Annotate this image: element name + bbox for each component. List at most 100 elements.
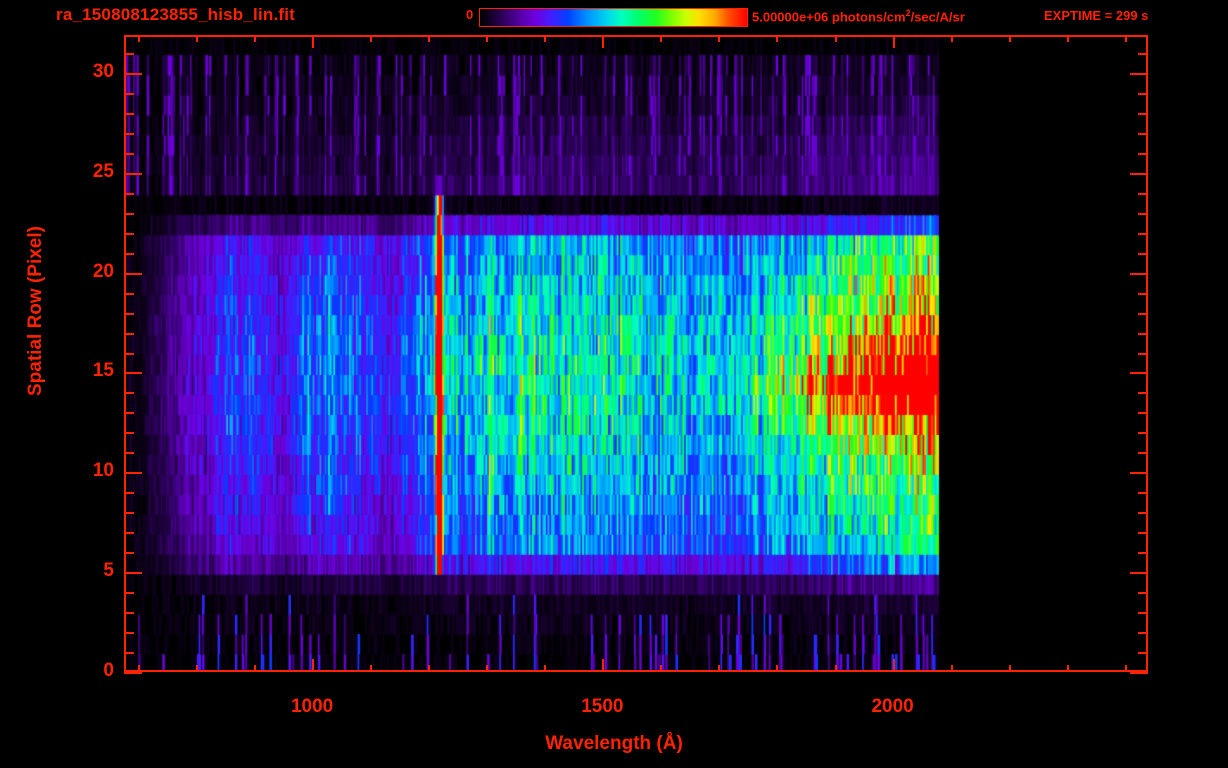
y-minor-tick bbox=[124, 112, 134, 115]
x-minor-tick bbox=[1008, 665, 1011, 672]
y-minor-tick-right bbox=[1138, 652, 1148, 655]
x-tick-label: 2000 bbox=[871, 696, 914, 717]
y-minor-tick-right bbox=[1138, 512, 1148, 515]
x-minor-tick-top bbox=[195, 35, 198, 42]
x-minor-tick-top bbox=[486, 35, 489, 42]
y-major-tick-right bbox=[1130, 172, 1148, 175]
x-minor-tick bbox=[1124, 665, 1127, 672]
y-minor-tick-right bbox=[1138, 92, 1148, 95]
y-minor-tick-right bbox=[1138, 412, 1148, 415]
y-minor-tick-right bbox=[1138, 352, 1148, 355]
x-minor-tick bbox=[1066, 665, 1069, 672]
y-minor-tick-right bbox=[1138, 612, 1148, 615]
y-major-tick bbox=[124, 272, 142, 275]
x-minor-tick bbox=[254, 665, 257, 672]
y-tick-label: 0 bbox=[103, 660, 114, 681]
y-minor-tick bbox=[124, 292, 134, 295]
y-tick-label: 20 bbox=[92, 260, 114, 282]
y-major-tick bbox=[124, 472, 142, 475]
x-minor-tick bbox=[544, 665, 547, 672]
y-minor-tick bbox=[124, 212, 134, 215]
x-minor-tick-top bbox=[254, 35, 257, 42]
y-minor-tick-right bbox=[1138, 52, 1148, 55]
x-minor-tick-top bbox=[660, 35, 663, 42]
x-minor-tick-top bbox=[1124, 35, 1127, 42]
y-tick-label: 25 bbox=[92, 160, 114, 182]
x-minor-tick bbox=[718, 665, 721, 672]
plot-frame bbox=[124, 35, 1148, 672]
y-minor-tick bbox=[124, 52, 134, 55]
x-minor-tick-top bbox=[544, 35, 547, 42]
x-major-tick bbox=[892, 659, 895, 672]
y-minor-tick-right bbox=[1138, 392, 1148, 395]
x-tick-label: 1000 bbox=[290, 696, 334, 717]
x-minor-tick bbox=[776, 665, 779, 672]
y-minor-tick-right bbox=[1138, 252, 1148, 255]
y-minor-tick bbox=[124, 132, 134, 135]
colorbar-max-label: 5.00000e+06 photons/cm2/sec/A/sr bbox=[752, 8, 965, 24]
colorbar-min-label: 0 bbox=[466, 7, 474, 22]
colorbar-max-suffix: /sec/A/sr bbox=[910, 9, 965, 25]
y-minor-tick bbox=[124, 312, 134, 315]
x-minor-tick-top bbox=[718, 35, 721, 42]
x-minor-tick bbox=[950, 665, 953, 672]
y-major-tick-right bbox=[1130, 572, 1148, 575]
y-major-tick bbox=[124, 672, 142, 674]
y-minor-tick bbox=[124, 412, 134, 415]
y-minor-tick-right bbox=[1138, 592, 1148, 595]
y-minor-tick bbox=[124, 232, 134, 235]
x-major-tick-top bbox=[312, 35, 315, 48]
x-major-tick bbox=[602, 659, 605, 672]
x-major-tick-top bbox=[602, 35, 605, 48]
x-minor-tick bbox=[195, 665, 198, 672]
colorbar-max-exponent: 2 bbox=[905, 8, 911, 18]
y-minor-tick bbox=[124, 652, 134, 655]
y-major-tick bbox=[124, 172, 142, 175]
y-major-tick bbox=[124, 372, 142, 375]
y-minor-tick-right bbox=[1138, 332, 1148, 335]
y-axis-label: Spatial Row (Pixel) bbox=[25, 226, 46, 396]
page-title: ra_150808123855_hisb_lin.fit bbox=[56, 5, 296, 24]
x-minor-tick bbox=[660, 665, 663, 672]
exptime-label: EXPTIME = 299 s bbox=[1044, 8, 1149, 23]
y-major-tick bbox=[124, 72, 142, 75]
y-minor-tick-right bbox=[1138, 432, 1148, 435]
y-minor-tick bbox=[124, 352, 134, 355]
y-minor-tick-right bbox=[1138, 552, 1148, 555]
colorbar-max-prefix: 5.00000e+06 photons/cm bbox=[752, 9, 906, 25]
y-minor-tick-right bbox=[1138, 212, 1148, 215]
y-minor-tick-right bbox=[1138, 132, 1148, 135]
x-minor-tick bbox=[370, 665, 373, 672]
y-major-tick-right bbox=[1130, 72, 1148, 75]
x-axis-label: Wavelength (Å) bbox=[545, 733, 683, 754]
x-minor-tick-top bbox=[428, 35, 431, 42]
x-minor-tick-top bbox=[950, 35, 953, 42]
y-minor-tick bbox=[124, 532, 134, 535]
x-minor-tick-top bbox=[834, 35, 837, 42]
y-minor-tick-right bbox=[1138, 152, 1148, 155]
y-minor-tick-right bbox=[1138, 112, 1148, 115]
y-minor-tick bbox=[124, 392, 134, 395]
y-minor-tick bbox=[124, 552, 134, 555]
y-major-tick-right bbox=[1130, 472, 1148, 475]
y-minor-tick bbox=[124, 492, 134, 495]
y-minor-tick-right bbox=[1138, 452, 1148, 455]
spectrogram-heatmap bbox=[126, 37, 1146, 670]
y-minor-tick bbox=[124, 612, 134, 615]
y-minor-tick-right bbox=[1138, 292, 1148, 295]
x-minor-tick-top bbox=[370, 35, 373, 42]
y-minor-tick bbox=[124, 452, 134, 455]
y-minor-tick-right bbox=[1138, 492, 1148, 495]
y-major-tick bbox=[124, 572, 142, 575]
colorbar bbox=[479, 8, 748, 27]
x-minor-tick bbox=[428, 665, 431, 672]
x-minor-tick bbox=[834, 665, 837, 672]
y-minor-tick bbox=[124, 512, 134, 515]
x-major-tick bbox=[312, 659, 315, 672]
y-major-tick-right bbox=[1130, 372, 1148, 375]
y-tick-label: 15 bbox=[92, 360, 114, 382]
x-minor-tick bbox=[486, 665, 489, 672]
x-minor-tick-top bbox=[1008, 35, 1011, 42]
y-minor-tick bbox=[124, 332, 134, 335]
